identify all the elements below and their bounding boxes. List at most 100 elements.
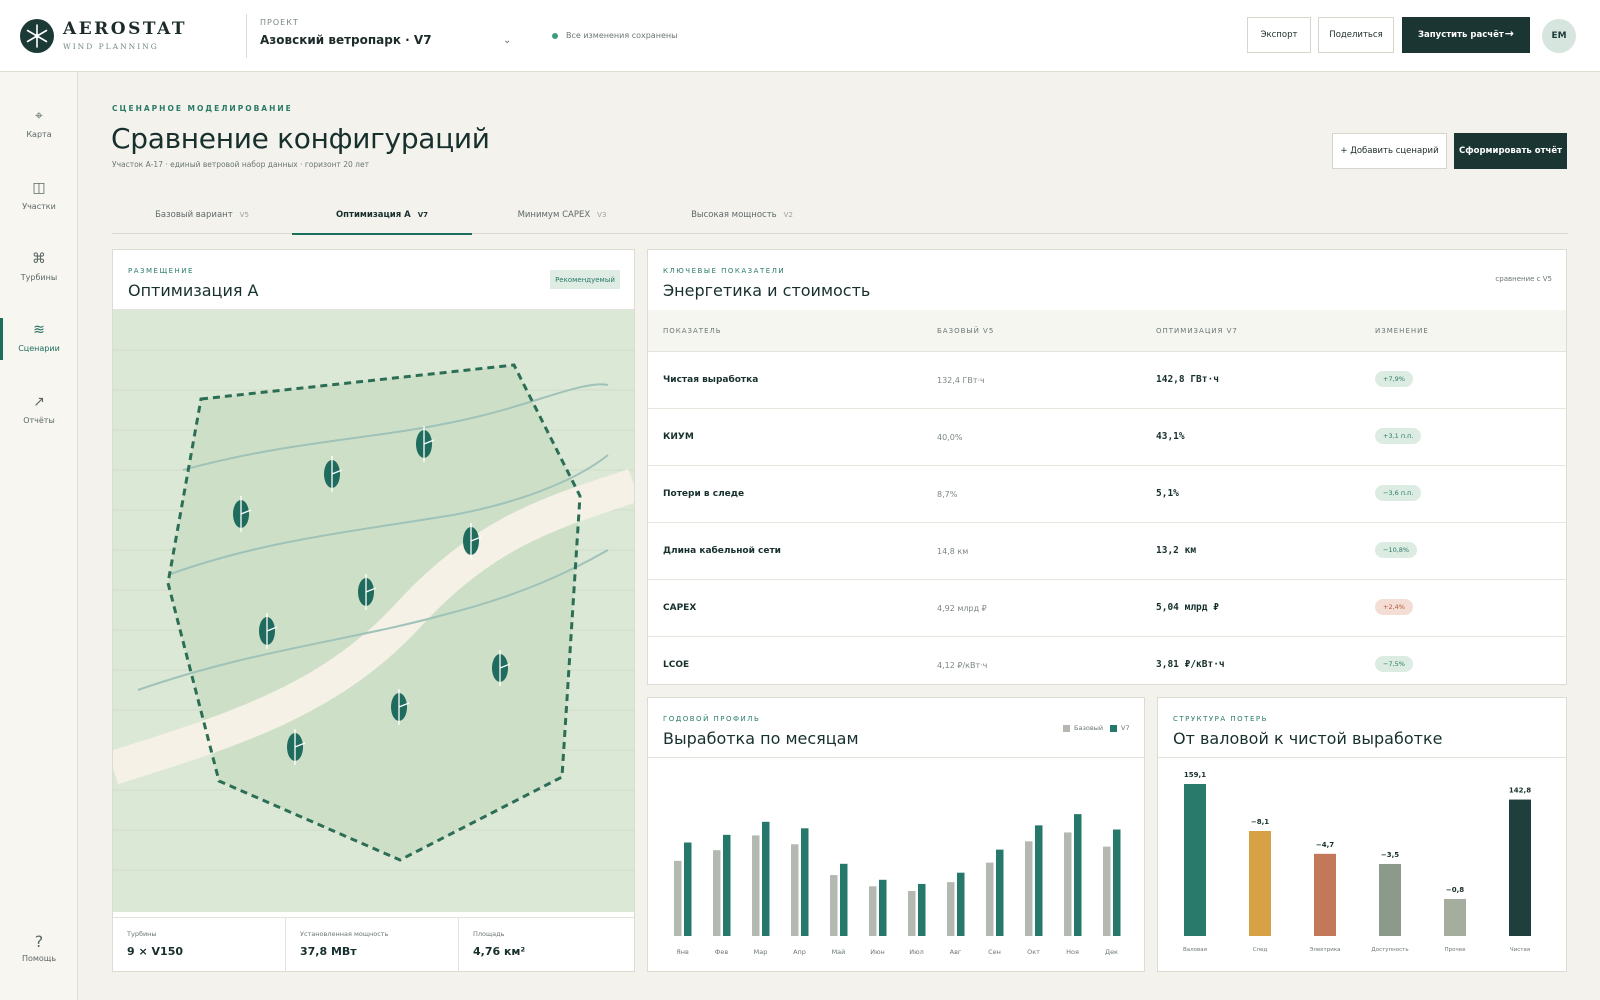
run-calculation-label: Запустить расчёт <box>1418 30 1504 40</box>
change-badge: −7,5% <box>1375 656 1413 672</box>
layout-stats: Турбины 9 × V150 Установленная мощность … <box>113 917 634 972</box>
monthly-bar-chart[interactable]: Янв Фев Мар Апр Май Июн Июл Авг Сен Окт Ноя Дек <box>648 758 1144 971</box>
data-label: 159,1 <box>1184 771 1206 779</box>
tab-high-power[interactable]: Высокая мощность V2 <box>652 195 832 234</box>
table-row[interactable]: Потери в следе 8,7% 5,1% −3,6 п.п. <box>648 466 1566 523</box>
sidebar-item-map[interactable]: ⌖ Карта <box>0 100 78 162</box>
data-label: −8,1 <box>1251 818 1269 826</box>
loss-waterfall-chart[interactable]: 159,1 Валовая −8,1 След −4,7 Электрика −3,5 Дос… <box>1158 758 1566 971</box>
layout-card: РАЗМЕЩЕНИЕ Оптимизация А Рекомендуемый <box>112 249 635 972</box>
sidebar-item-label: Отчёты <box>23 416 55 425</box>
site-area <box>168 365 580 860</box>
table-row[interactable]: КИУМ 40,0% 43,1% +3,1 п.п. <box>648 409 1566 466</box>
kpi-base: 8,7% <box>937 490 958 499</box>
legend-label: V7 <box>1121 724 1130 732</box>
contour-line <box>182 383 609 471</box>
contour-line <box>137 549 609 691</box>
export-button[interactable]: Экспорт <box>1247 17 1311 53</box>
kpi-name: CAPEX <box>663 603 697 613</box>
x-tick-label: Прочее <box>1444 947 1466 953</box>
kpi-base: 40,0% <box>937 433 963 442</box>
table-row[interactable]: CAPEX 4,92 млрд ₽ 5,04 млрд ₽ +2,4% <box>648 580 1566 637</box>
share-button[interactable]: Поделиться <box>1318 17 1394 53</box>
bar-base-2 <box>713 850 721 936</box>
bar-base-6 <box>869 886 877 936</box>
data-label: 142,8 <box>1509 787 1531 795</box>
loss-bar-3 <box>1314 853 1336 936</box>
kpi-name: КИУМ <box>663 432 694 442</box>
bar-v7-11 <box>1074 814 1082 936</box>
run-calculation-button[interactable]: Запустить расчёт → <box>1402 17 1530 53</box>
sidebar-item-label: Карта <box>26 130 52 139</box>
sidebar-item-turbines[interactable]: ⌘ Турбины <box>0 243 78 305</box>
change-badge: +3,1 п.п. <box>1375 428 1422 444</box>
kpi-opt: 5,04 млрд ₽ <box>1156 602 1219 613</box>
turbine-marker <box>416 426 435 462</box>
card-divider <box>648 757 1144 758</box>
chevron-down-icon[interactable]: ⌄ <box>503 35 512 46</box>
change-badge: +2,4% <box>1375 599 1413 615</box>
bar-base-4 <box>791 844 799 936</box>
table-row[interactable]: Чистая выработка 132,4 ГВт·ч 142,8 ГВт·ч… <box>648 352 1566 409</box>
legend-v7: V7 <box>1110 724 1130 732</box>
project-selector[interactable]: Азовский ветропарк · V7 <box>260 33 432 47</box>
kpi-name: Потери в следе <box>663 489 745 499</box>
sidebar-item-label: Сценарии <box>18 344 60 353</box>
bar-base-1 <box>674 860 682 936</box>
tab-min-capex[interactable]: Минимум CAPEX V3 <box>472 195 652 234</box>
bar-v7-2 <box>723 834 731 936</box>
tab-label: Оптимизация А <box>335 209 411 220</box>
bar-v7-12 <box>1113 829 1121 936</box>
x-tick-label: Мар <box>754 948 768 956</box>
turbine-marker <box>287 729 306 765</box>
header-divider <box>246 14 247 58</box>
bar-v7-9 <box>996 849 1004 936</box>
stat-turbines: Турбины 9 × V150 <box>113 918 286 972</box>
turbine-layout-map[interactable] <box>113 310 634 912</box>
x-tick-label: Окт <box>1027 948 1040 956</box>
kpi-opt: 5,1% <box>1156 488 1179 499</box>
sidebar-item-help[interactable]: ? Помощь <box>0 924 78 986</box>
recommended-badge: Рекомендуемый <box>550 270 620 289</box>
card-eyebrow: ГОДОВОЙ ПРОФИЛЬ <box>663 715 761 723</box>
x-tick-label: Апр <box>793 948 806 956</box>
aerostat-logo-icon[interactable] <box>20 19 54 53</box>
column-header: БАЗОВЫЙ V5 <box>937 327 995 335</box>
stat-label: Установленная мощность <box>300 930 389 938</box>
x-tick-label: Сен <box>988 948 1001 956</box>
saved-status-dot <box>552 33 558 39</box>
tab-base[interactable]: Базовый вариант V5 <box>112 195 292 234</box>
make-report-button[interactable]: Сформировать отчёт <box>1454 133 1567 169</box>
question-icon: ? <box>34 932 44 951</box>
loss-bar-4 <box>1379 864 1401 936</box>
kpi-opt: 3,81 ₽/кВт·ч <box>1156 659 1225 670</box>
x-tick-label: След <box>1253 947 1268 953</box>
compare-note: сравнение с V5 <box>1495 275 1552 283</box>
tab-optimization-a[interactable]: Оптимизация А V7 <box>292 195 472 235</box>
user-avatar[interactable]: ЕМ <box>1542 19 1576 53</box>
card-title: Энергетика и стоимость <box>663 281 871 300</box>
sidebar-item-reports[interactable]: ↗ Отчёты <box>0 386 78 448</box>
table-row[interactable]: Длина кабельной сети 14,8 км 13,2 км −10… <box>648 523 1566 580</box>
tab-label: Минимум CAPEX <box>517 209 591 220</box>
add-scenario-button[interactable]: + Добавить сценарий <box>1332 133 1447 169</box>
sidebar-item-plots[interactable]: ◫ Участки <box>0 172 78 234</box>
scenario-tabs: Базовый вариант V5 Оптимизация А V7 Миниму… <box>112 195 1568 235</box>
kpi-base: 132,4 ГВт·ч <box>937 376 985 385</box>
bar-base-11 <box>1064 832 1072 936</box>
table-row[interactable]: LCOE 4,12 ₽/кВт·ч 3,81 ₽/кВт·ч −7,5% <box>648 637 1566 684</box>
loss-bar-5 <box>1444 898 1466 936</box>
bar-base-12 <box>1103 846 1111 936</box>
loss-bar-1 <box>1184 784 1206 936</box>
card-divider <box>113 309 634 310</box>
bar-base-8 <box>947 882 955 936</box>
stat-label: Площадь <box>473 930 505 938</box>
legend-base: Базовый <box>1063 724 1103 732</box>
sidebar-item-scenarios[interactable]: ≋ Сценарии <box>0 314 78 376</box>
loss-bar-2 <box>1249 831 1271 936</box>
kpi-base: 4,12 ₽/кВт·ч <box>937 661 988 670</box>
bar-v7-5 <box>840 863 848 936</box>
stat-area: Площадь 4,76 км² <box>459 918 632 972</box>
x-tick-label: Ноя <box>1066 948 1079 956</box>
bar-v7-1 <box>684 842 692 936</box>
